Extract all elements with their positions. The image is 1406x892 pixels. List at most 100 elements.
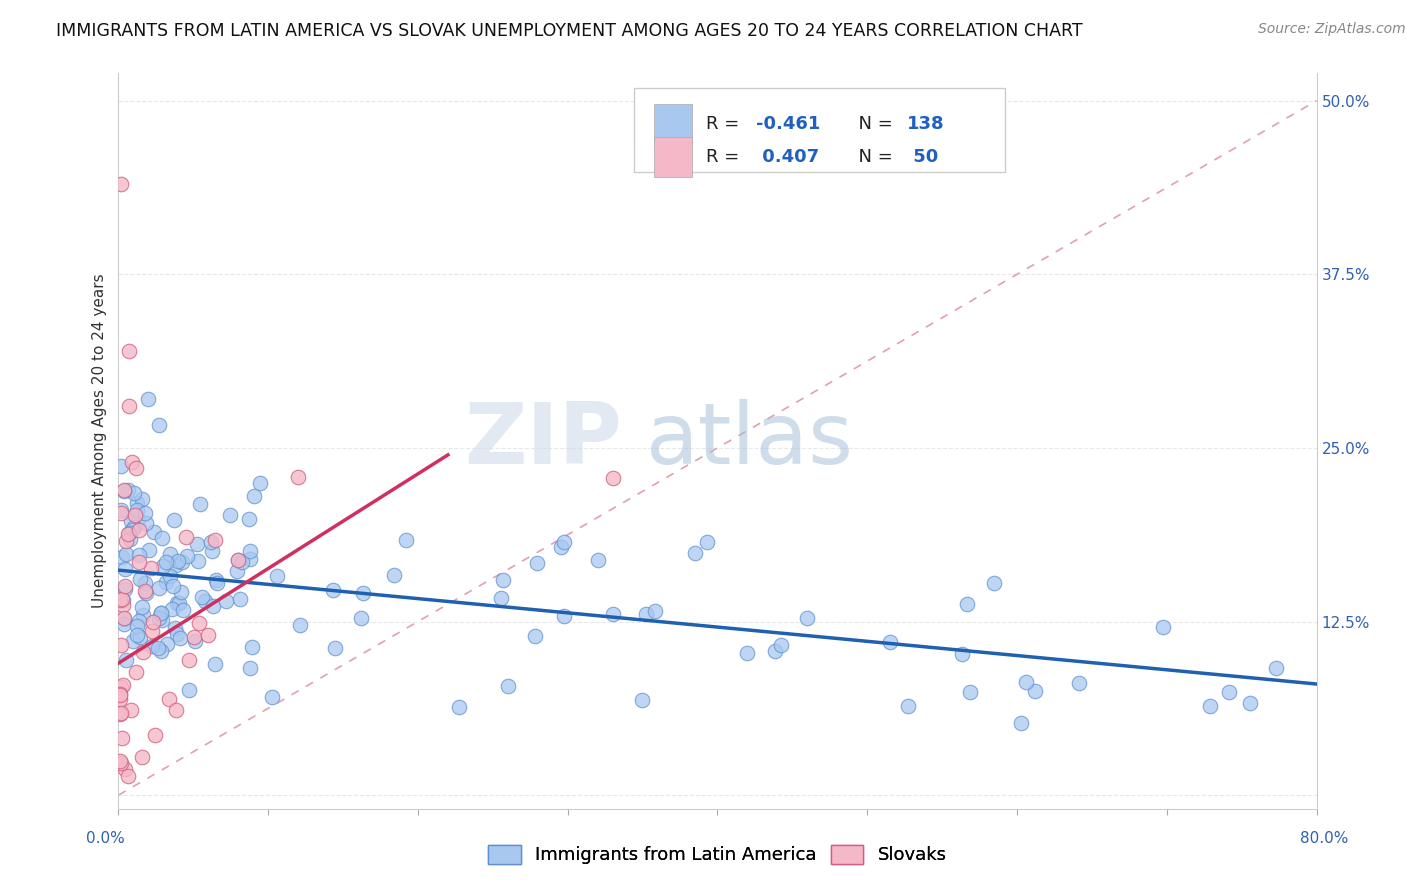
Point — [170, 585, 193, 599]
Point — [131, 491, 153, 506]
Y-axis label: Unemployment Among Ages 20 to 24 years: Unemployment Among Ages 20 to 24 years — [93, 274, 107, 608]
Point — [110, 503, 132, 517]
Text: 0.407: 0.407 — [756, 148, 818, 166]
Point — [174, 530, 197, 544]
Point — [489, 591, 512, 605]
Point — [186, 537, 208, 551]
Point — [172, 603, 194, 617]
Point — [165, 558, 187, 572]
Point — [239, 551, 262, 566]
Point — [121, 524, 143, 538]
Point — [128, 614, 150, 628]
Point — [166, 626, 188, 640]
Point — [152, 559, 174, 574]
Point — [1152, 620, 1174, 634]
Point — [170, 555, 193, 569]
Point — [197, 627, 219, 641]
Point — [157, 692, 180, 706]
Point — [190, 590, 212, 604]
Point — [114, 578, 136, 592]
Point — [110, 458, 132, 473]
Point — [136, 392, 159, 406]
Point — [134, 507, 156, 521]
Point — [201, 543, 224, 558]
Point — [134, 575, 156, 590]
Point — [238, 512, 260, 526]
Point — [287, 470, 309, 484]
Point — [135, 516, 157, 530]
Point — [143, 729, 166, 743]
Point — [770, 638, 793, 652]
FancyBboxPatch shape — [634, 87, 1005, 172]
Point — [159, 547, 181, 561]
Point — [110, 177, 132, 191]
Point — [110, 506, 132, 520]
Point — [1265, 660, 1288, 674]
Text: 138: 138 — [907, 115, 945, 133]
Point — [644, 604, 666, 618]
Text: N =: N = — [846, 115, 898, 133]
Point — [492, 574, 515, 588]
Point — [112, 483, 135, 497]
Point — [1015, 674, 1038, 689]
Point — [1024, 684, 1046, 698]
Text: 50: 50 — [907, 148, 938, 166]
Point — [950, 647, 973, 661]
Point — [179, 683, 201, 698]
Point — [266, 568, 288, 582]
Text: IMMIGRANTS FROM LATIN AMERICA VS SLOVAK UNEMPLOYMENT AMONG AGES 20 TO 24 YEARS C: IMMIGRANTS FROM LATIN AMERICA VS SLOVAK … — [56, 22, 1083, 40]
Point — [496, 679, 519, 693]
Point — [127, 619, 149, 633]
Text: atlas: atlas — [645, 400, 853, 483]
Point — [143, 525, 166, 540]
Point — [114, 653, 136, 667]
Point — [156, 637, 179, 651]
Point — [114, 762, 136, 776]
Text: 0.0%: 0.0% — [86, 831, 125, 846]
Point — [150, 531, 173, 545]
Point — [586, 553, 609, 567]
Point — [200, 535, 222, 549]
Point — [1239, 696, 1261, 710]
Point — [176, 549, 198, 563]
Point — [132, 607, 155, 622]
Point — [634, 607, 657, 622]
Point — [204, 657, 226, 671]
Point — [631, 693, 654, 707]
Point — [242, 489, 264, 503]
Point — [132, 645, 155, 659]
Point — [118, 343, 141, 358]
Point — [141, 639, 163, 653]
Point — [896, 698, 918, 713]
Point — [112, 483, 135, 498]
Point — [110, 680, 132, 694]
Point — [148, 611, 170, 625]
Text: ZIP: ZIP — [464, 400, 621, 483]
Point — [108, 686, 131, 700]
Point — [120, 703, 142, 717]
Point — [187, 554, 209, 568]
Point — [122, 634, 145, 648]
Point — [117, 483, 139, 497]
Point — [118, 525, 141, 540]
Point — [240, 640, 263, 654]
Text: -0.461: -0.461 — [756, 115, 820, 133]
Point — [1199, 698, 1222, 713]
Point — [249, 475, 271, 490]
Point — [111, 591, 134, 606]
Point — [112, 610, 135, 624]
FancyBboxPatch shape — [654, 103, 692, 145]
Point — [166, 596, 188, 610]
Point — [735, 646, 758, 660]
Point — [118, 533, 141, 547]
Point — [226, 553, 249, 567]
Point — [131, 600, 153, 615]
Point — [163, 621, 186, 635]
Point — [202, 599, 225, 613]
Point — [124, 508, 146, 522]
Point — [159, 569, 181, 583]
Point — [110, 638, 132, 652]
Point — [138, 542, 160, 557]
Point — [447, 699, 470, 714]
Point — [214, 594, 236, 608]
